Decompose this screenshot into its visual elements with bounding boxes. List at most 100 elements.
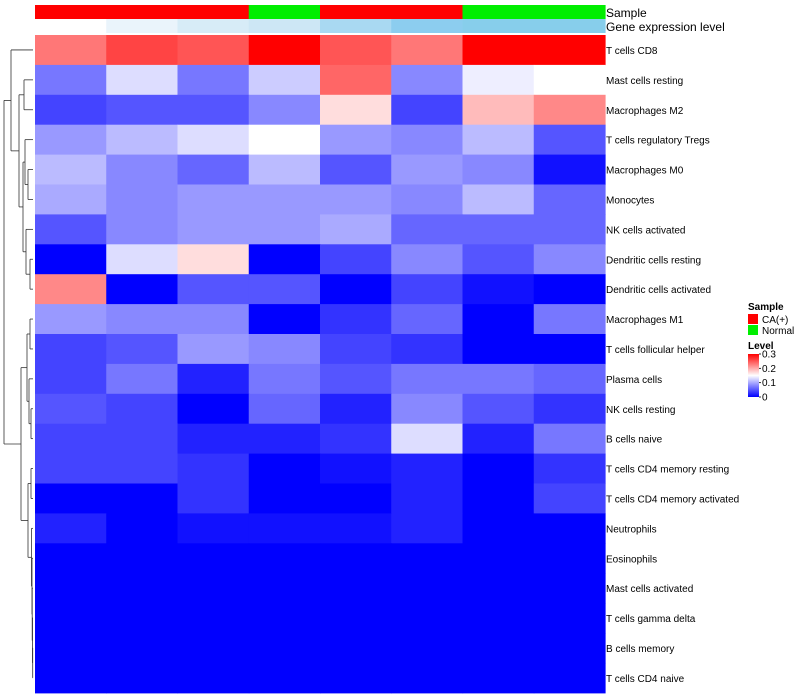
heatmap-cell: [35, 543, 107, 574]
heatmap-cell: [248, 603, 321, 634]
heatmap-cell: [462, 124, 535, 156]
heatmap-cell: [391, 214, 464, 245]
heatmap-cell: [391, 124, 464, 156]
heatmap-cell: [533, 573, 606, 604]
heatmap-cell: [533, 662, 606, 694]
row-label: T cells CD4 naive: [606, 674, 685, 685]
heatmap-cell: [462, 35, 535, 66]
heatmap-cell: [106, 603, 179, 634]
row-label: Mast cells resting: [606, 76, 683, 87]
heatmap-cell: [35, 244, 107, 275]
heatmap-cell: [320, 483, 392, 514]
heatmap-cell: [462, 154, 535, 186]
heatmap-cell: [320, 543, 392, 574]
heatmap-cell: [106, 662, 179, 694]
heatmap-cell: [533, 334, 606, 365]
heatmap-cell: [106, 64, 179, 96]
heatmap-cell: [320, 573, 392, 604]
heatmap-cell: [177, 154, 250, 186]
heatmap-cell: [248, 423, 321, 455]
expression-annotation-cell: [462, 19, 535, 33]
heatmap-cell: [106, 94, 179, 126]
heatmap-cell: [35, 603, 107, 634]
heatmap-cell: [35, 573, 107, 604]
heatmap-cell: [106, 334, 179, 365]
heatmap-cell: [320, 363, 392, 395]
heatmap-cell: [248, 543, 321, 574]
legend-sample-label: Normal: [762, 326, 794, 337]
legend-level-tick-label: 0: [762, 393, 768, 404]
row-label: Macrophages M1: [606, 315, 684, 326]
heatmap-cell: [248, 35, 321, 66]
expression-annotation-cell: [248, 19, 321, 33]
legend-level-tick-label: 0.2: [762, 364, 776, 375]
heatmap-cell: [391, 453, 464, 485]
legend-sample-title: Sample: [748, 302, 784, 313]
heatmap-cell: [533, 453, 606, 485]
heatmap-cell: [35, 184, 107, 215]
row-label: Macrophages M2: [606, 106, 684, 117]
heatmap-cell: [248, 513, 321, 544]
heatmap-cell: [462, 274, 535, 305]
legend-sample-swatch: [748, 314, 758, 324]
heatmap-cell: [391, 573, 464, 604]
heatmap-cell: [177, 543, 250, 574]
heatmap-cell: [391, 662, 464, 694]
heatmap-cell: [320, 334, 392, 365]
heatmap-cell: [533, 483, 606, 514]
row-label: Mast cells activated: [606, 584, 693, 595]
heatmap-cell: [248, 94, 321, 126]
heatmap-cell: [35, 154, 107, 186]
heatmap-cell: [248, 124, 321, 156]
heatmap-cell: [533, 184, 606, 215]
heatmap-cell: [106, 244, 179, 275]
heatmap-cell: [106, 363, 179, 395]
expression-annotation-cell: [177, 19, 250, 33]
heatmap-cell: [106, 543, 179, 574]
heatmap-cell: [533, 543, 606, 574]
heatmap-cell: [391, 184, 464, 215]
heatmap-cell: [106, 423, 179, 455]
heatmap-cell: [177, 184, 250, 215]
legend-level-colorbar: [748, 354, 759, 397]
heatmap-cell: [35, 124, 107, 156]
heatmap-cell: [391, 64, 464, 96]
heatmap-cell: [248, 184, 321, 215]
row-label: T cells regulatory Tregs: [606, 136, 710, 147]
heatmap-cell: [106, 573, 179, 604]
heatmap-cell: [462, 603, 535, 634]
heatmap-cell: [35, 483, 107, 514]
heatmap-cell: [177, 662, 250, 694]
heatmap-cell: [106, 633, 179, 664]
heatmap-cell: [320, 94, 392, 126]
heatmap-cell: [177, 453, 250, 485]
heatmap-cell: [35, 274, 107, 305]
heatmap-cell: [533, 603, 606, 634]
expression-annotation-cell: [533, 19, 606, 33]
heatmap-cell: [533, 633, 606, 664]
heatmap-cell: [533, 124, 606, 156]
heatmap-cell: [248, 363, 321, 395]
heatmap-cell: [391, 363, 464, 395]
heatmap-cell: [106, 393, 179, 425]
heatmap-cell: [35, 35, 107, 66]
heatmap-cell: [177, 363, 250, 395]
heatmap-cell: [35, 214, 107, 245]
row-label: Dendritic cells activated: [606, 285, 711, 296]
expression-track-label: Gene expression level: [606, 20, 725, 34]
row-label: T cells CD4 memory resting: [606, 465, 729, 476]
heatmap-cell: [177, 94, 250, 126]
row-label: T cells follicular helper: [606, 345, 705, 356]
row-label: NK cells activated: [606, 225, 685, 236]
heatmap-cell: [462, 633, 535, 664]
heatmap-cell: [177, 633, 250, 664]
heatmap-cell: [320, 603, 392, 634]
legend-sample-entries: CA(+)Normal: [748, 314, 794, 337]
heatmap-cell: [320, 513, 392, 544]
heatmap-cell: [391, 304, 464, 335]
heatmap-cell: [462, 662, 535, 694]
heatmap-cell: [533, 513, 606, 544]
heatmap-cell: [533, 423, 606, 455]
heatmap-cell: [391, 603, 464, 634]
heatmap-cell: [462, 393, 535, 425]
